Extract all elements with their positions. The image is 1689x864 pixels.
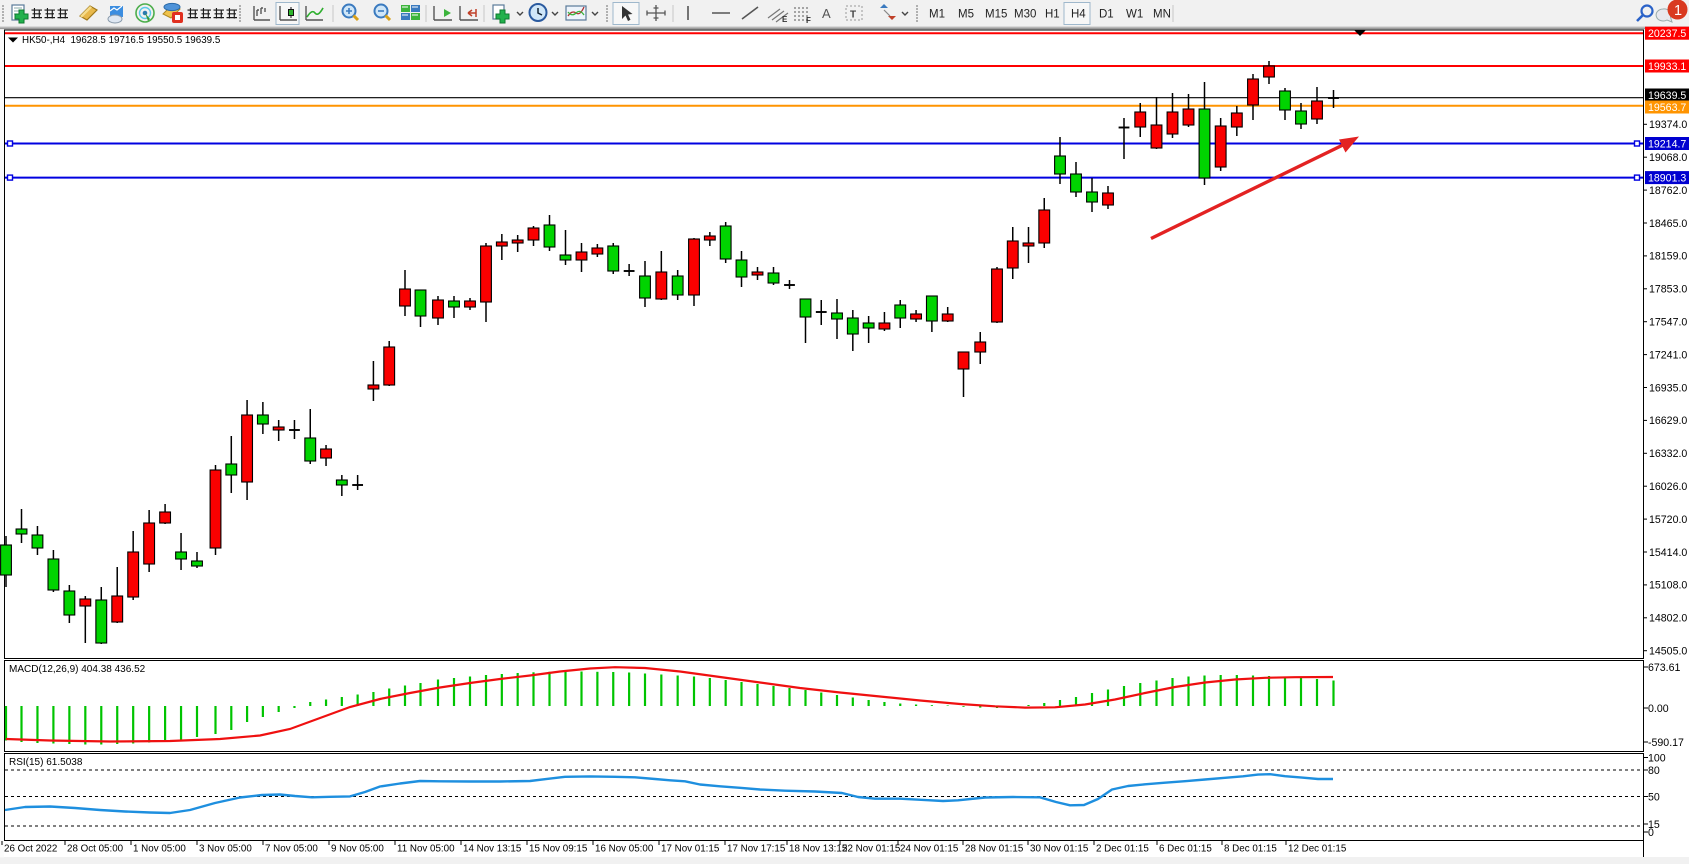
svg-text:26 Oct 2022: 26 Oct 2022 <box>4 844 57 855</box>
svg-text:T: T <box>850 10 856 21</box>
svg-text:17853.0: 17853.0 <box>1649 284 1687 296</box>
svg-text:18159.0: 18159.0 <box>1649 251 1687 263</box>
svg-text:M30: M30 <box>1014 9 1036 21</box>
svg-text:-590.17: -590.17 <box>1648 737 1684 749</box>
svg-text:M1: M1 <box>929 9 945 21</box>
svg-text:1: 1 <box>1674 3 1682 19</box>
svg-text:MACD(12,26,9) 404.38 436.52: MACD(12,26,9) 404.38 436.52 <box>9 664 146 675</box>
svg-text:W1: W1 <box>1126 9 1143 21</box>
svg-text:14802.0: 14802.0 <box>1649 613 1687 625</box>
svg-text:15: 15 <box>1648 819 1660 831</box>
svg-text:20237.5: 20237.5 <box>1648 28 1686 40</box>
svg-text:19214.7: 19214.7 <box>1648 138 1686 150</box>
svg-text:18901.3: 18901.3 <box>1648 172 1686 184</box>
svg-text:F: F <box>806 16 811 25</box>
svg-text:18465.0: 18465.0 <box>1649 218 1687 230</box>
svg-text:6 Dec 01:15: 6 Dec 01:15 <box>1159 844 1212 855</box>
svg-text:12 Dec 01:15: 12 Dec 01:15 <box>1288 844 1347 855</box>
svg-text:3 Nov 05:00: 3 Nov 05:00 <box>199 844 252 855</box>
svg-text:2 Dec 01:15: 2 Dec 01:15 <box>1096 844 1149 855</box>
svg-text:8 Dec 01:15: 8 Dec 01:15 <box>1224 844 1277 855</box>
svg-text:50: 50 <box>1648 791 1660 803</box>
svg-text:MN: MN <box>1153 9 1171 21</box>
svg-text:14505.0: 14505.0 <box>1649 646 1687 658</box>
svg-text:19068.0: 19068.0 <box>1649 152 1687 164</box>
svg-text:M15: M15 <box>985 9 1007 21</box>
svg-text:30 Nov 01:15: 30 Nov 01:15 <box>1030 844 1089 855</box>
svg-text:0: 0 <box>1648 827 1654 839</box>
svg-text:17241.0: 17241.0 <box>1649 349 1687 361</box>
svg-text:16629.0: 16629.0 <box>1649 415 1687 427</box>
svg-text:28 Oct 05:00: 28 Oct 05:00 <box>67 844 124 855</box>
svg-text:H4: H4 <box>1071 9 1086 21</box>
svg-text:16026.0: 16026.0 <box>1649 481 1687 493</box>
svg-text:19933.1: 19933.1 <box>1648 61 1686 73</box>
svg-text:M5: M5 <box>958 9 974 21</box>
svg-text:0.00: 0.00 <box>1648 703 1669 715</box>
svg-text:E: E <box>782 15 788 24</box>
svg-text:19563.7: 19563.7 <box>1648 102 1686 114</box>
svg-text:11 Nov 05:00: 11 Nov 05:00 <box>397 844 455 855</box>
svg-text:H1: H1 <box>1045 9 1060 21</box>
svg-text:28 Nov 01:15: 28 Nov 01:15 <box>965 844 1024 855</box>
svg-text:24 Nov 01:15: 24 Nov 01:15 <box>900 844 959 855</box>
svg-text:80: 80 <box>1648 765 1660 777</box>
svg-text:17 Nov 01:15: 17 Nov 01:15 <box>661 844 720 855</box>
svg-text:A: A <box>822 6 831 21</box>
svg-text:RSI(15) 61.5038: RSI(15) 61.5038 <box>9 757 83 768</box>
svg-text:17 Nov 17:15: 17 Nov 17:15 <box>727 844 786 855</box>
svg-text:9 Nov 05:00: 9 Nov 05:00 <box>331 844 384 855</box>
svg-text:100: 100 <box>1648 752 1666 764</box>
svg-text:15 Nov 09:15: 15 Nov 09:15 <box>529 844 588 855</box>
svg-text:15414.0: 15414.0 <box>1649 547 1687 559</box>
svg-text:D1: D1 <box>1099 9 1114 21</box>
svg-text:22 Nov 01:15: 22 Nov 01:15 <box>842 844 901 855</box>
svg-text:16935.0: 16935.0 <box>1649 382 1687 394</box>
svg-text:18 Nov 13:15: 18 Nov 13:15 <box>789 844 848 855</box>
svg-text:14 Nov 13:15: 14 Nov 13:15 <box>463 844 522 855</box>
svg-text:19374.0: 19374.0 <box>1649 119 1687 131</box>
svg-text:15720.0: 15720.0 <box>1649 514 1687 526</box>
svg-text:16332.0: 16332.0 <box>1649 448 1687 460</box>
svg-text:16 Nov 05:00: 16 Nov 05:00 <box>595 844 654 855</box>
svg-text:18762.0: 18762.0 <box>1649 185 1687 197</box>
svg-text:17547.0: 17547.0 <box>1649 317 1687 329</box>
svg-text:673.61: 673.61 <box>1648 662 1681 674</box>
svg-text:15108.0: 15108.0 <box>1649 580 1687 592</box>
svg-text:19639.5: 19639.5 <box>1648 90 1686 102</box>
svg-text:1 Nov 05:00: 1 Nov 05:00 <box>133 844 186 855</box>
svg-text:HK50-,H4 19628.5 19716.5 1955: HK50-,H4 19628.5 19716.5 19550.5 19639.5 <box>22 35 221 46</box>
svg-text:7 Nov 05:00: 7 Nov 05:00 <box>265 844 318 855</box>
